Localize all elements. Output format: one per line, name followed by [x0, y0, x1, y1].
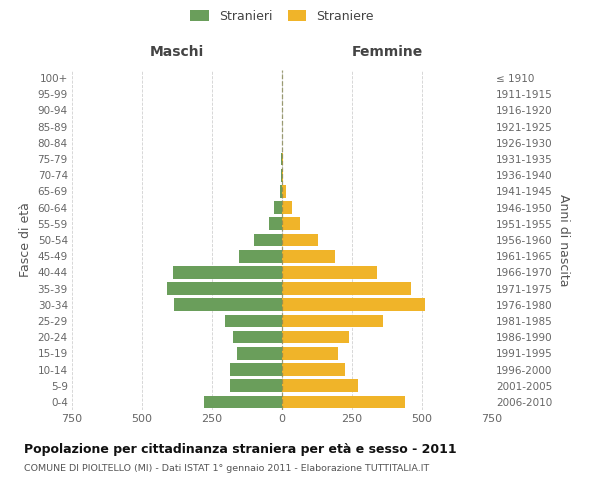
- Bar: [282, 169, 283, 181]
- Bar: [282, 152, 283, 166]
- Bar: [282, 250, 335, 262]
- Bar: [281, 169, 282, 181]
- Bar: [282, 298, 425, 311]
- Bar: [282, 380, 358, 392]
- Bar: [282, 314, 383, 328]
- Text: COMUNE DI PIOLTELLO (MI) - Dati ISTAT 1° gennaio 2011 - Elaborazione TUTTITALIA.: COMUNE DI PIOLTELLO (MI) - Dati ISTAT 1°…: [24, 464, 429, 473]
- Y-axis label: Fasce di età: Fasce di età: [19, 202, 32, 278]
- Bar: [230, 363, 282, 376]
- Bar: [282, 218, 300, 230]
- Bar: [280, 185, 282, 198]
- Bar: [174, 298, 282, 311]
- Bar: [233, 331, 282, 344]
- Bar: [282, 282, 411, 295]
- Bar: [254, 234, 282, 246]
- Bar: [282, 363, 345, 376]
- Bar: [269, 218, 282, 230]
- Bar: [239, 250, 282, 262]
- Bar: [282, 185, 286, 198]
- Bar: [237, 347, 282, 360]
- Y-axis label: Anni di nascita: Anni di nascita: [557, 194, 569, 286]
- Bar: [230, 380, 282, 392]
- Bar: [282, 396, 405, 408]
- Bar: [282, 266, 377, 278]
- Bar: [203, 396, 282, 408]
- Bar: [282, 202, 292, 214]
- Bar: [167, 282, 282, 295]
- Text: Femmine: Femmine: [352, 46, 422, 60]
- Bar: [224, 314, 282, 328]
- Legend: Stranieri, Straniere: Stranieri, Straniere: [187, 6, 377, 26]
- Bar: [281, 152, 282, 166]
- Bar: [282, 234, 319, 246]
- Bar: [173, 266, 282, 278]
- Bar: [274, 202, 282, 214]
- Text: Popolazione per cittadinanza straniera per età e sesso - 2011: Popolazione per cittadinanza straniera p…: [24, 442, 457, 456]
- Text: Maschi: Maschi: [150, 46, 204, 60]
- Bar: [282, 331, 349, 344]
- Bar: [282, 347, 338, 360]
